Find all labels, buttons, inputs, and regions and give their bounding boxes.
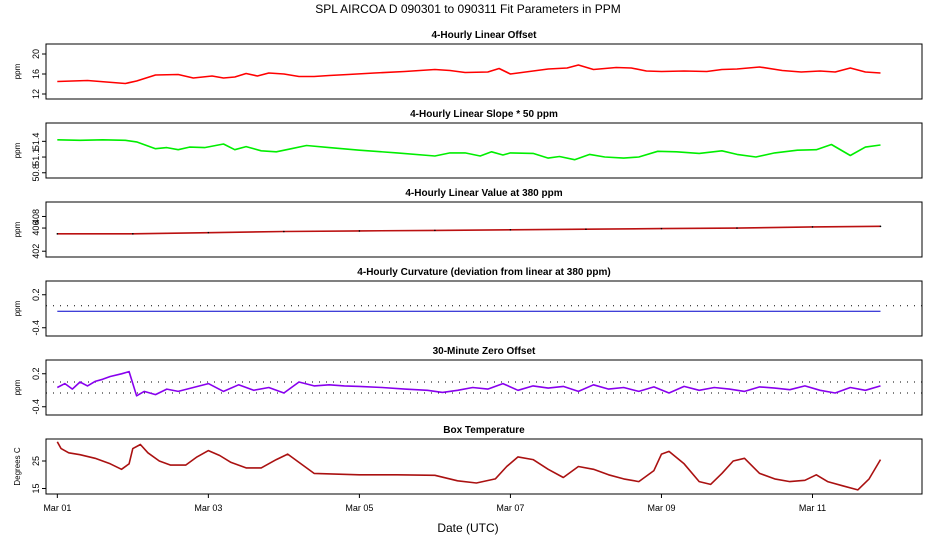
panel-3: 4-Hourly Linear Value at 380 ppm ppm 402 40… bbox=[13, 188, 923, 259]
plot-frame bbox=[45, 359, 923, 416]
data-point bbox=[660, 227, 663, 230]
panel-5: 30-Minute Zero Offset ppm -0.4 0.2 bbox=[13, 346, 923, 416]
data-point bbox=[207, 231, 210, 234]
panel-title: 4-Hourly Linear Value at 380 ppm bbox=[405, 188, 562, 199]
y-axis-label: ppm bbox=[13, 300, 22, 316]
panels: 4-Hourly Linear Offsetppm1216204-Hourly … bbox=[13, 30, 923, 495]
panel-title: 4-Hourly Curvature (deviation from linea… bbox=[357, 267, 610, 278]
y-axis-label: Degrees C bbox=[13, 447, 22, 485]
plot-frame bbox=[45, 280, 923, 337]
panel-title: 4-Hourly Linear Slope * 50 ppm bbox=[410, 109, 558, 120]
y-tick-label: -0.4 bbox=[31, 320, 41, 336]
y-tick-label: 15 bbox=[31, 483, 41, 493]
y-tick-label: -0.4 bbox=[31, 399, 41, 415]
data-point bbox=[811, 226, 814, 228]
series-line bbox=[57, 225, 881, 235]
panel-1: 4-Hourly Linear Offset ppm 12 16 20 bbox=[13, 30, 923, 100]
data-point bbox=[132, 233, 134, 235]
series-line bbox=[57, 139, 881, 161]
y-tick-label: 51.1 bbox=[31, 148, 41, 166]
plot-frame bbox=[45, 122, 923, 179]
panel-2: 4-Hourly Linear Slope * 50 ppmppm50.851.… bbox=[13, 109, 923, 182]
data-point bbox=[358, 230, 361, 232]
x-tick-label: Mar 03 bbox=[194, 503, 222, 513]
y-tick-label: 50.8 bbox=[31, 164, 41, 182]
data-point bbox=[736, 227, 738, 229]
x-tick-label: Mar 05 bbox=[345, 503, 373, 513]
y-tick-label: 16 bbox=[31, 69, 41, 79]
y-axis-label: ppm bbox=[13, 221, 22, 237]
series-line bbox=[57, 64, 881, 85]
y-tick-label: 25 bbox=[31, 456, 41, 466]
y-tick-label: 402 bbox=[31, 244, 41, 259]
y-axis-label: ppm bbox=[13, 63, 22, 79]
x-tick-label: Mar 11 bbox=[799, 503, 826, 513]
panel-title: 30-Minute Zero Offset bbox=[433, 346, 536, 357]
y-tick-label: 0.2 bbox=[31, 367, 41, 380]
data-point bbox=[56, 233, 59, 235]
y-tick-label: 20 bbox=[31, 49, 41, 59]
y-tick-label: 51.4 bbox=[31, 133, 41, 151]
x-tick-label: Mar 07 bbox=[496, 503, 524, 513]
x-tick-label: Mar 01 bbox=[43, 503, 71, 513]
data-point bbox=[283, 230, 285, 233]
x-axis: Mar 01 Mar 03 Mar 05 Mar 07 Mar 09 Mar 11 bbox=[43, 494, 826, 513]
figure-title: SPL AIRCOA D 090301 to 090311 Fit Parame… bbox=[315, 2, 621, 16]
y-axis-label: ppm bbox=[13, 142, 22, 158]
panel-title: 4-Hourly Linear Offset bbox=[431, 30, 537, 41]
series-line bbox=[56, 370, 881, 397]
panel-6: Box Temperature Degrees C 15 25 bbox=[13, 425, 923, 495]
series-line bbox=[56, 441, 882, 491]
y-axis-label: ppm bbox=[13, 379, 22, 395]
data-point bbox=[509, 228, 512, 231]
plot-frame bbox=[45, 201, 923, 258]
x-axis-label: Date (UTC) bbox=[437, 521, 498, 535]
y-tick-label: 0.2 bbox=[31, 288, 41, 301]
y-tick-label: 408 bbox=[31, 209, 41, 224]
data-point bbox=[879, 225, 882, 228]
data-point bbox=[585, 228, 587, 231]
data-point bbox=[434, 229, 436, 232]
y-tick-label: 12 bbox=[31, 89, 41, 99]
panel-4: 4-Hourly Curvature (deviation from linea… bbox=[13, 267, 923, 337]
plot-frame bbox=[45, 43, 923, 100]
panel-title: Box Temperature bbox=[443, 425, 525, 436]
x-tick-label: Mar 09 bbox=[647, 503, 675, 513]
y-tick-label: 406 bbox=[31, 221, 41, 236]
plot-frame bbox=[45, 438, 923, 495]
